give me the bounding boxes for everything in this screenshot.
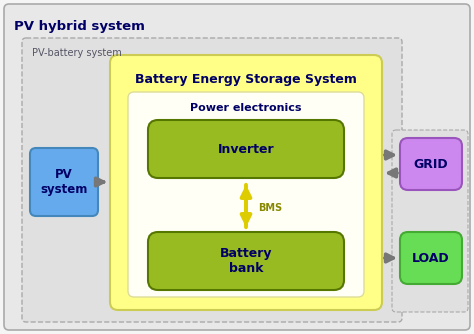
FancyBboxPatch shape [392, 130, 468, 312]
FancyBboxPatch shape [400, 232, 462, 284]
Text: GRID: GRID [414, 158, 448, 170]
FancyBboxPatch shape [128, 92, 364, 297]
Text: Power electronics: Power electronics [190, 103, 302, 113]
Text: PV hybrid system: PV hybrid system [14, 20, 145, 33]
FancyBboxPatch shape [22, 38, 402, 322]
Text: Battery Energy Storage System: Battery Energy Storage System [135, 73, 357, 86]
FancyBboxPatch shape [30, 148, 98, 216]
FancyBboxPatch shape [148, 120, 344, 178]
Text: PV
system: PV system [40, 168, 88, 196]
FancyBboxPatch shape [400, 138, 462, 190]
Text: BMS: BMS [258, 203, 282, 213]
Text: Battery
bank: Battery bank [220, 247, 272, 275]
FancyBboxPatch shape [4, 4, 470, 330]
Text: LOAD: LOAD [412, 252, 450, 265]
Text: Inverter: Inverter [218, 143, 274, 156]
FancyBboxPatch shape [110, 55, 382, 310]
FancyBboxPatch shape [148, 232, 344, 290]
Text: PV-battery system: PV-battery system [32, 48, 122, 58]
